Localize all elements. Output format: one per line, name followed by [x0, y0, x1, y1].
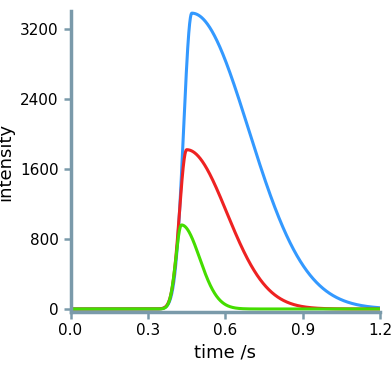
blank: [192, 11, 197, 16]
blank: [350, 301, 354, 306]
1000 pM lead: [68, 307, 73, 311]
1000 pM lead: [192, 241, 197, 246]
blank: [391, 306, 392, 311]
Y-axis label: intensity: intensity: [0, 122, 15, 201]
50 pM lead: [206, 169, 211, 174]
50 pM lead: [68, 307, 73, 311]
50 pM lead: [391, 307, 392, 311]
Line: 50 pM lead: 50 pM lead: [71, 150, 392, 309]
1000 pM lead: [391, 307, 392, 311]
1000 pM lead: [105, 307, 110, 311]
50 pM lead: [184, 147, 189, 152]
blank: [385, 306, 389, 310]
blank: [105, 307, 110, 311]
1000 pM lead: [206, 279, 211, 283]
50 pM lead: [105, 307, 110, 311]
Line: blank: blank: [71, 13, 392, 309]
blank: [206, 23, 211, 28]
50 pM lead: [385, 307, 389, 311]
blank: [68, 307, 73, 311]
blank: [190, 11, 194, 16]
50 pM lead: [124, 307, 129, 311]
X-axis label: time /s: time /s: [194, 344, 256, 362]
Line: 1000 pM lead: 1000 pM lead: [71, 225, 392, 309]
1000 pM lead: [124, 307, 129, 311]
1000 pM lead: [179, 223, 184, 227]
50 pM lead: [350, 307, 354, 311]
blank: [124, 307, 129, 311]
50 pM lead: [192, 150, 197, 155]
1000 pM lead: [385, 307, 389, 311]
1000 pM lead: [350, 307, 354, 311]
